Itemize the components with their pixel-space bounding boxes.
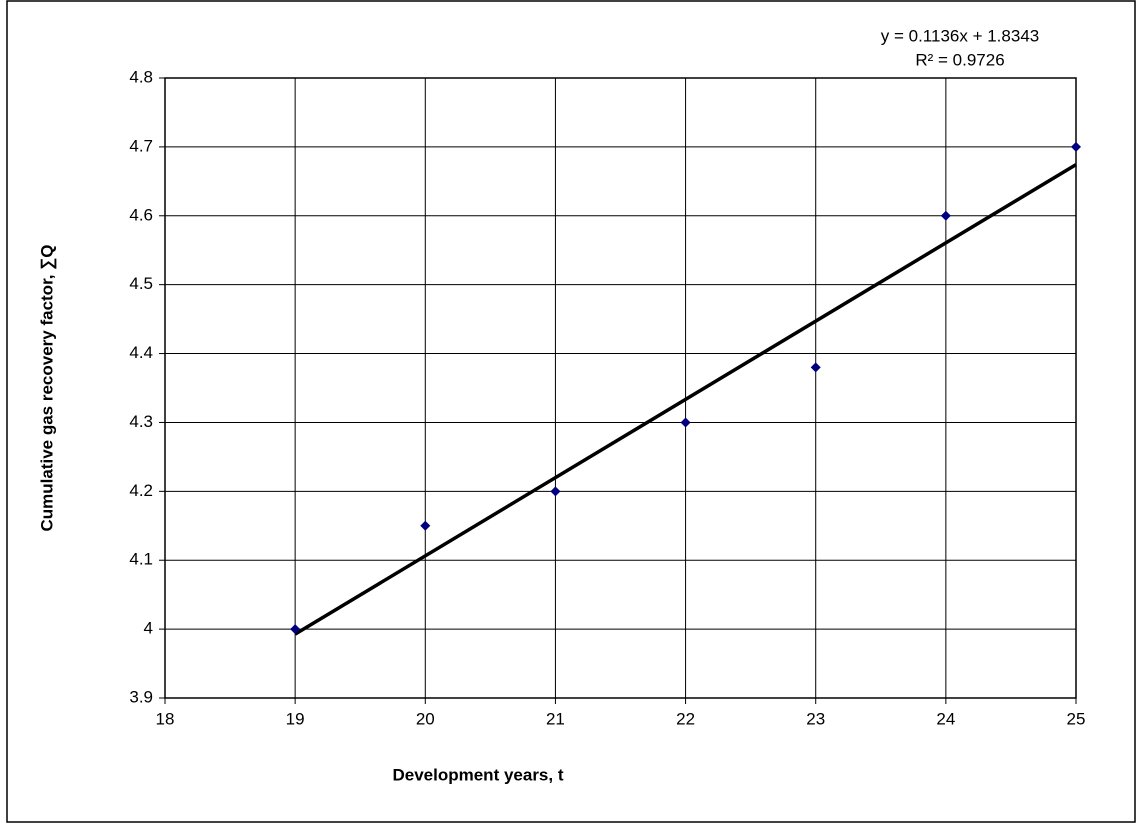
plot-border <box>164 77 1077 699</box>
y-tick-label: 4.4 <box>129 343 153 362</box>
data-point <box>420 520 431 531</box>
x-tick-label: 25 <box>1067 709 1086 728</box>
data-point <box>1071 141 1081 152</box>
data-point <box>550 486 561 497</box>
y-tick-label: 4.1 <box>129 550 153 569</box>
y-tick-label: 4 <box>144 619 153 638</box>
y-axis-title: Cumulative gas recovery factor, ∑Q <box>37 244 56 531</box>
y-tick-label: 4.6 <box>129 205 153 224</box>
x-tick-label: 20 <box>416 709 435 728</box>
x-tick-label: 19 <box>286 709 305 728</box>
y-tick-label: 4.7 <box>129 136 153 155</box>
y-tick-label: 4.8 <box>129 67 153 86</box>
y-tick-label: 4.2 <box>129 481 153 500</box>
y-tick-label: 3.9 <box>129 687 153 706</box>
x-tick-label: 18 <box>156 709 175 728</box>
data-point <box>940 210 951 221</box>
data-point <box>680 417 691 428</box>
data-point <box>290 624 301 635</box>
x-tick-label: 24 <box>936 709 955 728</box>
trend-equation: y = 0.1136x + 1.8343 <box>881 26 1039 45</box>
trendline <box>294 163 1077 636</box>
x-tick-label: 22 <box>676 709 695 728</box>
trend-r2: R² = 0.9726 <box>915 50 1004 69</box>
x-axis-title: Development years, t <box>392 765 563 784</box>
y-tick-label: 4.5 <box>129 274 153 293</box>
y-tick-label: 4.3 <box>129 412 153 431</box>
x-tick-label: 23 <box>806 709 825 728</box>
chart-frame <box>6 0 1136 823</box>
data-point <box>810 362 821 373</box>
x-tick-label: 21 <box>546 709 565 728</box>
